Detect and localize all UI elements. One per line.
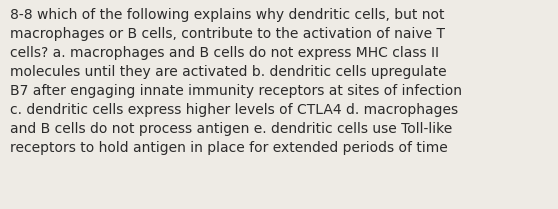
Text: 8-8 which of the following explains why dendritic cells, but not
macrophages or : 8-8 which of the following explains why … [10, 8, 462, 155]
